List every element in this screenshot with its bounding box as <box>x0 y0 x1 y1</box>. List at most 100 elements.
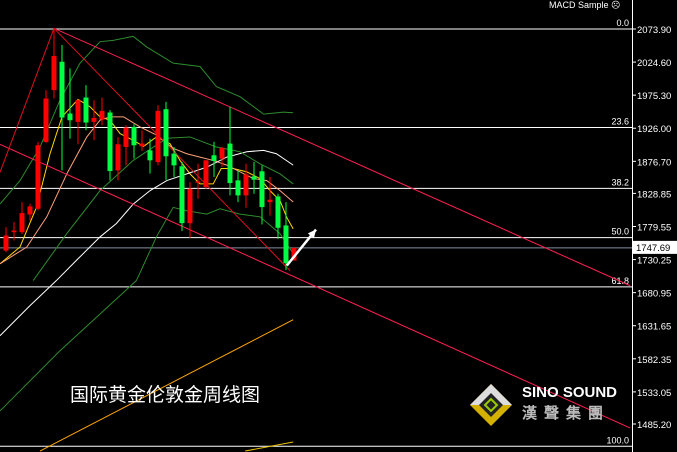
candle <box>171 146 177 178</box>
candle-body <box>187 188 193 224</box>
bollinger-upper-line <box>0 35 294 205</box>
candle-body <box>131 126 137 146</box>
candle <box>267 177 273 216</box>
candle <box>131 124 137 159</box>
candle-body <box>259 171 265 208</box>
chart-title: 国际黄金伦敦金周线图 <box>70 384 261 406</box>
candle <box>155 105 161 166</box>
arrow-head-icon <box>307 229 316 239</box>
fib-level-label: 100.0 <box>606 435 629 445</box>
candle <box>43 90 49 143</box>
candle-body <box>19 213 25 233</box>
candle-body <box>147 150 153 161</box>
ma-long-2-line <box>245 441 294 452</box>
candle-body <box>203 160 209 188</box>
ma-slow-line <box>0 149 294 337</box>
candle-body <box>291 247 297 261</box>
candle-body <box>227 143 233 184</box>
candle-body <box>155 110 161 162</box>
candle-body <box>11 230 17 233</box>
candle-body <box>107 112 113 172</box>
logo: SINO SOUND 漢聲集團 <box>468 382 628 428</box>
candle <box>139 130 145 151</box>
candle <box>123 125 129 166</box>
candle <box>83 85 89 131</box>
diamond-logo-icon <box>470 384 512 426</box>
candle <box>75 99 81 145</box>
fib-level-label: 23.6 <box>611 116 629 126</box>
y-tick-label: 1975.30 <box>637 91 671 102</box>
candle <box>179 161 185 232</box>
fan-trendline <box>53 27 291 271</box>
y-tick-label: 1828.85 <box>637 189 671 200</box>
candle <box>235 170 241 203</box>
fib-level-label: 0.0 <box>616 18 629 28</box>
channel-trendline <box>0 143 631 429</box>
y-tick-label: 2073.90 <box>637 25 671 36</box>
candle-body <box>35 145 41 209</box>
y-tick-label: 1533.05 <box>637 388 671 399</box>
fan-trendline <box>0 28 55 173</box>
indicator-name: MACD Sample <box>549 0 609 10</box>
candle <box>11 222 17 241</box>
candle <box>35 141 41 211</box>
logo-text-cn: 漢聲集團 <box>522 404 611 422</box>
current-price-badge <box>633 240 677 254</box>
y-tick-label: 1730.25 <box>637 256 671 267</box>
candle <box>115 136 121 181</box>
candle-body <box>67 113 73 121</box>
candle <box>219 146 225 168</box>
y-tick-label: 1582.35 <box>637 355 671 366</box>
candle-body <box>75 100 81 122</box>
y-tick-label: 2024.60 <box>637 58 671 69</box>
candle <box>163 101 169 180</box>
candle-body <box>27 206 33 215</box>
candle <box>59 45 65 171</box>
candle-body <box>267 199 273 203</box>
candle <box>227 106 233 196</box>
y-tick-label: 1631.65 <box>637 322 671 333</box>
ma-long-1-line <box>39 319 294 452</box>
candle <box>147 138 153 174</box>
y-tick-label: 1876.70 <box>637 157 671 168</box>
current-price-label: 1747.69 <box>636 243 670 254</box>
y-tick-label: 1485.20 <box>637 420 671 431</box>
candle-body <box>211 155 217 161</box>
candle <box>275 193 281 239</box>
candle <box>259 165 265 225</box>
plot-area: 0.023.638.250.061.8100.0 <box>0 18 632 452</box>
candle-body <box>283 225 289 264</box>
candle <box>195 163 201 199</box>
candle <box>99 97 105 126</box>
candle <box>203 160 209 189</box>
candle-body <box>275 196 281 228</box>
candle-body <box>91 117 97 122</box>
y-tick-label: 1926.00 <box>637 124 671 135</box>
candle-body <box>123 127 129 147</box>
candle-body <box>243 174 249 196</box>
candle-body <box>179 166 185 224</box>
candle-body <box>99 110 105 120</box>
candle-body <box>3 235 9 251</box>
candle-body <box>139 143 145 147</box>
candle-body <box>59 61 65 118</box>
candle-body <box>235 180 241 196</box>
bollinger-middle-line <box>32 136 294 281</box>
candle-body <box>163 109 169 157</box>
candle <box>283 202 289 270</box>
fib-level-label: 50.0 <box>611 227 629 237</box>
candle <box>187 182 193 238</box>
indicator-label: MACD Sample ☹ <box>549 0 620 11</box>
candle <box>211 141 217 178</box>
candle-body <box>51 56 57 91</box>
bollinger-lower-line <box>0 206 294 412</box>
candle <box>27 203 33 221</box>
candle-body <box>115 144 121 171</box>
y-tick-label: 1680.95 <box>637 289 671 300</box>
candle <box>3 227 9 253</box>
candle-body <box>43 98 49 142</box>
candle-body <box>171 153 177 166</box>
candle-body <box>219 147 225 159</box>
candle <box>243 163 249 208</box>
